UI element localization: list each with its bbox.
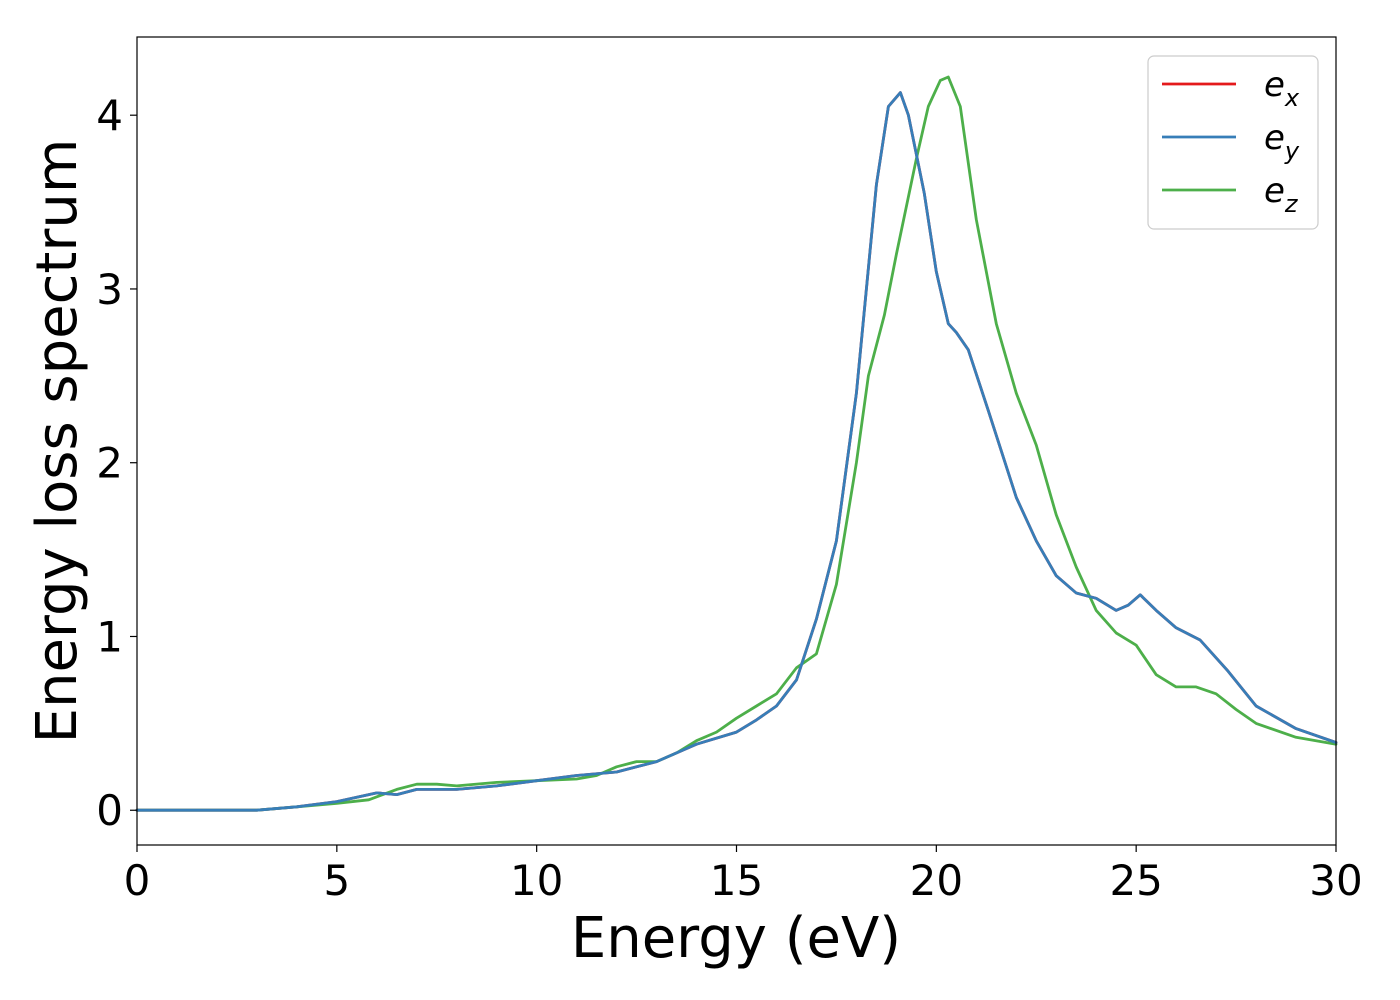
x-tick-label: 30 — [1309, 856, 1362, 905]
x-tick-label: 25 — [1109, 856, 1162, 905]
y-tick-label: 2 — [96, 439, 123, 488]
legend-label-e-x: ex — [1264, 65, 1300, 112]
x-axis-title: Energy (eV) — [571, 906, 901, 971]
y-ticks: 0 1 2 3 4 — [96, 91, 137, 835]
legend-label-e-y: ey — [1264, 118, 1300, 165]
series-layer — [135, 75, 1338, 812]
legend-label-e-z: ez — [1264, 171, 1299, 218]
legend-box — [1147, 55, 1319, 230]
y-tick-label: 3 — [96, 265, 123, 314]
x-tick-label: 10 — [510, 856, 563, 905]
x-tick-label: 20 — [910, 856, 963, 905]
y-tick-label: 0 — [96, 786, 123, 835]
x-tick-label: 0 — [124, 856, 151, 905]
y-tick-label: 4 — [96, 91, 123, 140]
x-tick-label: 15 — [710, 856, 763, 905]
y-axis-title: Energy loss spectrum — [25, 139, 90, 744]
series-line-e-z — [135, 75, 1338, 812]
y-tick-label: 1 — [96, 612, 123, 661]
series-line-e-y — [135, 91, 1338, 812]
x-ticks: 0 5 10 15 20 25 30 — [124, 845, 1363, 905]
legend: ex ey ez — [1147, 55, 1319, 230]
x-tick-label: 5 — [323, 856, 350, 905]
